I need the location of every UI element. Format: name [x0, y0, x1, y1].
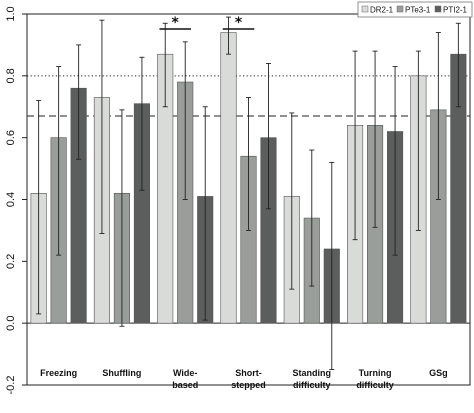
- significance-star: *: [235, 15, 243, 31]
- legend-swatch: [361, 5, 369, 13]
- category-label: difficulty: [293, 380, 331, 390]
- legend-label: PTI2-1: [443, 6, 468, 15]
- category-label: Short-: [235, 368, 262, 378]
- legend: DR2-1 PTe3-1 PTI2-1: [357, 1, 473, 18]
- category-label: difficulty: [356, 380, 394, 390]
- significance-star: *: [172, 15, 180, 31]
- y-axis: -0.2 0.0 0.2 0.4 0.6 0.8 1.0: [5, 6, 27, 394]
- y-tick-label: 0.6: [5, 130, 17, 145]
- category-label: based: [172, 380, 198, 390]
- error-bars: [36, 16, 461, 370]
- bars: [30, 32, 467, 324]
- category-label: Freezing: [40, 368, 77, 378]
- category-label: Wide-: [173, 368, 197, 378]
- y-tick-label: 0.8: [5, 68, 17, 83]
- legend-swatch: [396, 5, 404, 13]
- significance-markers: * *: [159, 15, 255, 31]
- category-label: GSg: [429, 368, 448, 378]
- category-label: Shuffling: [102, 368, 141, 378]
- y-tick-label: -0.2: [5, 376, 17, 395]
- category-label: Standing: [293, 368, 332, 378]
- y-tick-label: 0.0: [5, 316, 17, 331]
- legend-box: [357, 1, 473, 18]
- y-tick-label: 0.4: [5, 192, 17, 207]
- x-axis-labels: Freezing Shuffling Wide-based Short-stepped…: [40, 368, 447, 390]
- legend-label: DR2-1: [370, 6, 394, 15]
- category-label: stepped: [231, 380, 266, 390]
- category-label: Turning: [359, 368, 392, 378]
- y-tick-label: 1.0: [5, 6, 17, 21]
- bar-dr2-1: [220, 32, 237, 324]
- legend-swatch: [434, 5, 442, 13]
- y-tick-label: 0.2: [5, 254, 17, 269]
- legend-label: PTe3-1: [405, 6, 431, 15]
